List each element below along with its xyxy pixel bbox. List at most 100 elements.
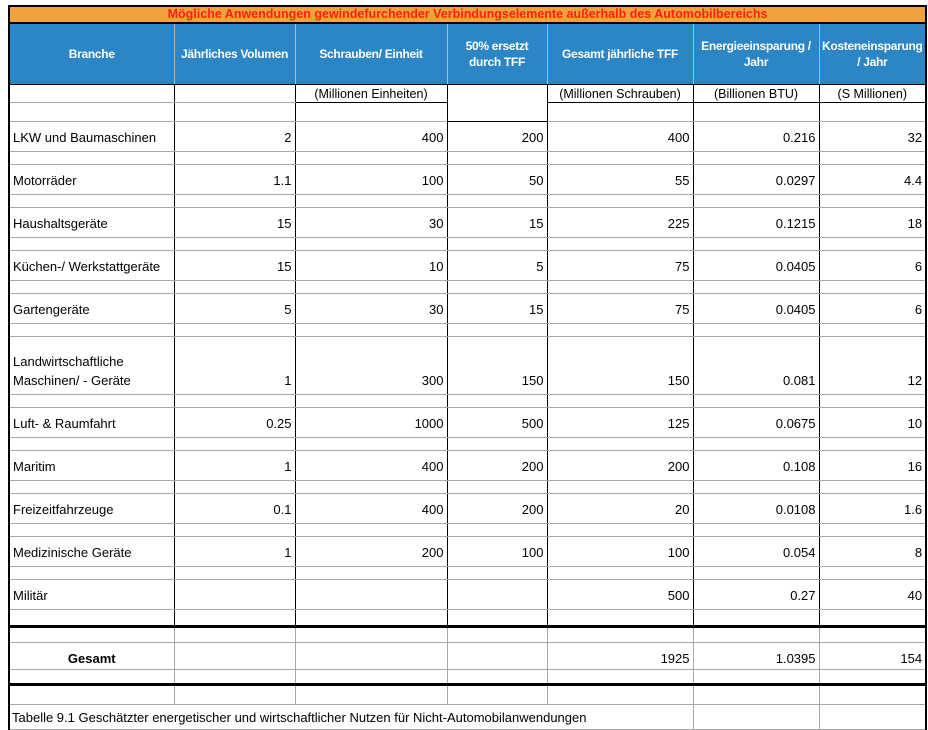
cell-jaehrliches-volumen[interactable]: [173, 579, 295, 610]
cell-jaehrliches-volumen[interactable]: 5: [173, 293, 295, 324]
cell-gesamt-tff[interactable]: 125: [546, 407, 693, 438]
cell-energieeinsparung[interactable]: 0.216: [692, 121, 819, 152]
col-header-branche[interactable]: Branche: [8, 23, 174, 85]
cell-50-ersetzt-tff[interactable]: 150: [446, 336, 547, 395]
cell-schrauben-einheit[interactable]: 1000: [294, 407, 447, 438]
cell-energieeinsparung[interactable]: 0.27: [692, 579, 819, 610]
cell-jaehrliches-volumen[interactable]: 0.25: [173, 407, 295, 438]
cell-energieeinsparung[interactable]: 0.0675: [692, 407, 819, 438]
cell-50-ersetzt-tff[interactable]: 200: [446, 121, 547, 152]
cell-jaehrliches-volumen[interactable]: 15: [173, 207, 295, 238]
cell-jaehrliches-volumen[interactable]: 1: [173, 536, 295, 567]
cell-energieeinsparung[interactable]: 0.1215: [692, 207, 819, 238]
cell-kosteneinsparung[interactable]: 12: [818, 336, 927, 395]
cell-gesamt-tff[interactable]: 225: [546, 207, 693, 238]
cell-schrauben-einheit[interactable]: 200: [294, 536, 447, 567]
col-header-gesamt-tff[interactable]: Gesamt jährliche TFF: [546, 23, 693, 85]
cell-schrauben-einheit[interactable]: 30: [294, 207, 447, 238]
cell-gesamt-tff[interactable]: 55: [546, 164, 693, 195]
col-header-schrauben-einheit[interactable]: Schrauben/ Einheit: [294, 23, 447, 85]
cell-energieeinsparung[interactable]: 0.054: [692, 536, 819, 567]
total-label[interactable]: Gesamt: [8, 642, 174, 670]
cell-kosteneinsparung[interactable]: 40: [818, 579, 927, 610]
cell-50-ersetzt-tff[interactable]: [446, 579, 547, 610]
cell-energieeinsparung[interactable]: 0.0405: [692, 293, 819, 324]
empty-cell: [8, 684, 174, 705]
cell-kosteneinsparung[interactable]: 4.4: [818, 164, 927, 195]
unit-s-millionen[interactable]: (S Millionen): [818, 84, 927, 103]
cell-gesamt-tff[interactable]: 20: [546, 493, 693, 524]
cell-kosteneinsparung[interactable]: 16: [818, 450, 927, 481]
cell-branche[interactable]: LKW und Baumaschinen: [8, 121, 174, 152]
unit-millionen-einheiten[interactable]: (Millionen Einheiten): [294, 84, 447, 103]
cell-gesamt-tff[interactable]: 100: [546, 536, 693, 567]
cell-branche[interactable]: Landwirtschaftliche Maschinen/ - Geräte: [8, 336, 174, 395]
cell-jaehrliches-volumen[interactable]: 0.1: [173, 493, 295, 524]
empty-cell: [446, 280, 547, 294]
cell-gesamt-tff[interactable]: 150: [546, 336, 693, 395]
cell-gesamt-tff[interactable]: 400: [546, 121, 693, 152]
cell-jaehrliches-volumen[interactable]: 15: [173, 250, 295, 281]
cell-gesamt-tff[interactable]: 500: [546, 579, 693, 610]
cell-branche[interactable]: Maritim: [8, 450, 174, 481]
cell-schrauben-einheit[interactable]: 10: [294, 250, 447, 281]
cell-jaehrliches-volumen[interactable]: 2: [173, 121, 295, 152]
cell-branche[interactable]: Luft- & Raumfahrt: [8, 407, 174, 438]
col-header-jaehrliches-volumen[interactable]: Jährliches Volumen: [173, 23, 295, 85]
unit-millionen-schrauben[interactable]: (Millionen Schrauben): [546, 84, 693, 103]
cell-gesamt-tff[interactable]: 75: [546, 250, 693, 281]
cell-branche[interactable]: Motorräder: [8, 164, 174, 195]
col-header-energieeinsparung[interactable]: Energieeinsparung / Jahr: [692, 23, 819, 85]
empty-cell: [8, 151, 174, 165]
cell-50-ersetzt-tff[interactable]: 15: [446, 207, 547, 238]
col-header-50-ersetzt-tff[interactable]: 50% ersetzt durch TFF: [446, 23, 547, 85]
cell-energieeinsparung[interactable]: 0.108: [692, 450, 819, 481]
total-kosteneinsparung[interactable]: 154: [818, 642, 927, 670]
cell-branche[interactable]: Haushaltsgeräte: [8, 207, 174, 238]
cell-50-ersetzt-tff[interactable]: 50: [446, 164, 547, 195]
empty-cell: [818, 704, 927, 730]
col-header-kosteneinsparung[interactable]: Kosteneinsparung / Jahr: [818, 23, 927, 85]
cell-kosteneinsparung[interactable]: 1.6: [818, 493, 927, 524]
total-gesamt-tff[interactable]: 1925: [546, 642, 693, 670]
cell-gesamt-tff[interactable]: 75: [546, 293, 693, 324]
cell-branche[interactable]: Gartengeräte: [8, 293, 174, 324]
cell-branche[interactable]: Militär: [8, 579, 174, 610]
cell-schrauben-einheit[interactable]: [294, 579, 447, 610]
cell-branche[interactable]: Freizeitfahrzeuge: [8, 493, 174, 524]
cell-jaehrliches-volumen[interactable]: 1: [173, 336, 295, 395]
cell-schrauben-einheit[interactable]: 100: [294, 164, 447, 195]
total-energieeinsparung[interactable]: 1.0395: [692, 642, 819, 670]
cell-schrauben-einheit[interactable]: 400: [294, 450, 447, 481]
cell-schrauben-einheit[interactable]: 300: [294, 336, 447, 395]
cell-energieeinsparung[interactable]: 0.0405: [692, 250, 819, 281]
empty-cell: [546, 523, 693, 537]
cell-kosteneinsparung[interactable]: 10: [818, 407, 927, 438]
cell-50-ersetzt-tff[interactable]: 100: [446, 536, 547, 567]
cell-gesamt-tff[interactable]: 200: [546, 450, 693, 481]
cell-branche[interactable]: Küchen-/ Werkstattgeräte: [8, 250, 174, 281]
cell-kosteneinsparung[interactable]: 32: [818, 121, 927, 152]
cell-schrauben-einheit[interactable]: 30: [294, 293, 447, 324]
cell-schrauben-einheit[interactable]: 400: [294, 493, 447, 524]
spacer-row: [8, 523, 927, 537]
cell-jaehrliches-volumen[interactable]: 1.1: [173, 164, 295, 195]
unit-cell-tff-box[interactable]: [446, 84, 548, 122]
cell-50-ersetzt-tff[interactable]: 200: [446, 493, 547, 524]
cell-kosteneinsparung[interactable]: 8: [818, 536, 927, 567]
cell-50-ersetzt-tff[interactable]: 500: [446, 407, 547, 438]
cell-schrauben-einheit[interactable]: 400: [294, 121, 447, 152]
cell-50-ersetzt-tff[interactable]: 5: [446, 250, 547, 281]
empty-cell: [294, 437, 447, 451]
cell-kosteneinsparung[interactable]: 18: [818, 207, 927, 238]
cell-50-ersetzt-tff[interactable]: 200: [446, 450, 547, 481]
cell-branche[interactable]: Medizinische Geräte: [8, 536, 174, 567]
cell-energieeinsparung[interactable]: 0.081: [692, 336, 819, 395]
cell-energieeinsparung[interactable]: 0.0108: [692, 493, 819, 524]
cell-jaehrliches-volumen[interactable]: 1: [173, 450, 295, 481]
cell-energieeinsparung[interactable]: 0.0297: [692, 164, 819, 195]
unit-billionen-btu[interactable]: (Billionen BTU): [692, 84, 819, 103]
cell-kosteneinsparung[interactable]: 6: [818, 293, 927, 324]
cell-kosteneinsparung[interactable]: 6: [818, 250, 927, 281]
cell-50-ersetzt-tff[interactable]: 15: [446, 293, 547, 324]
